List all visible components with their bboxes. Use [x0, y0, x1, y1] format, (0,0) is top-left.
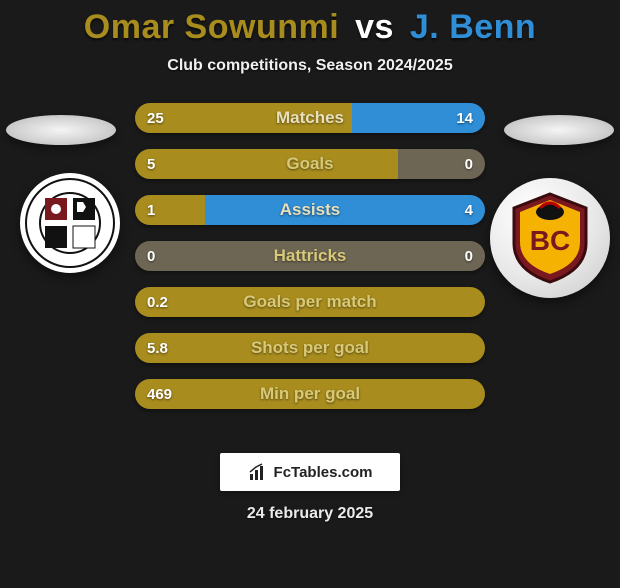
stat-value-left: 25 [147, 103, 164, 133]
stat-bar-row: Matches2514 [135, 103, 485, 133]
stat-value-left: 469 [147, 379, 172, 409]
stat-value-right: 0 [465, 241, 473, 271]
comparison-title: Omar Sowunmi vs J. Benn [0, 8, 620, 47]
season-subtitle: Club competitions, Season 2024/2025 [0, 57, 620, 75]
club-crest-left-icon [25, 178, 115, 268]
player2-name: J. Benn [410, 8, 536, 46]
player1-platform [6, 115, 116, 145]
stat-value-right: 14 [456, 103, 473, 133]
watermark-text: FcTables.com [274, 464, 373, 481]
stat-bars: Matches2514Goals50Assists14Hattricks00Go… [135, 103, 485, 425]
stat-bar-row: Shots per goal5.8 [135, 333, 485, 363]
svg-text:BC: BC [530, 225, 570, 256]
club-crest-right-icon: BC [500, 188, 600, 288]
bromley-fc-badge [20, 173, 120, 273]
stat-bar-row: Assists14 [135, 195, 485, 225]
stat-value-right: 4 [465, 195, 473, 225]
bar-segment-left [135, 287, 485, 317]
bar-segment-left [135, 379, 485, 409]
snapshot-date: 24 february 2025 [0, 505, 620, 523]
stat-value-left: 0 [147, 241, 155, 271]
chart-icon [248, 462, 268, 482]
player1-name: Omar Sowunmi [84, 8, 339, 46]
player2-platform [504, 115, 614, 145]
stat-value-left: 1 [147, 195, 155, 225]
stat-value-left: 0.2 [147, 287, 168, 317]
fctables-watermark: FcTables.com [220, 453, 400, 491]
stat-value-right: 0 [465, 149, 473, 179]
comparison-content: BC Matches2514Goals50Assists14Hattricks0… [0, 103, 620, 443]
stat-bar-row: Hattricks00 [135, 241, 485, 271]
vs-text: vs [355, 8, 394, 46]
stat-value-left: 5.8 [147, 333, 168, 363]
bar-segment-left [135, 333, 485, 363]
bar-segment-left [135, 103, 352, 133]
bar-segment-right [205, 195, 485, 225]
bar-segment-grey [135, 241, 485, 271]
stat-bar-row: Min per goal469 [135, 379, 485, 409]
stat-bar-row: Goals per match0.2 [135, 287, 485, 317]
bar-segment-left [135, 149, 398, 179]
bar-segment-left [135, 195, 205, 225]
stat-value-left: 5 [147, 149, 155, 179]
bradford-city-badge: BC [490, 178, 610, 298]
stat-bar-row: Goals50 [135, 149, 485, 179]
